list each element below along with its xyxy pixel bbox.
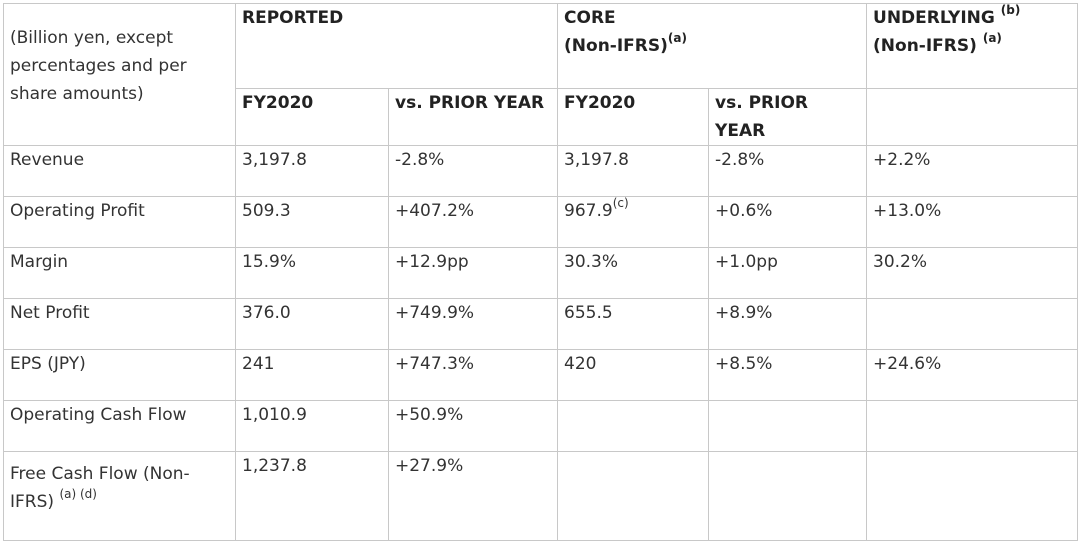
reported-vs-prior-value: +747.3% [387, 349, 559, 401]
core-fy2020-value: 30.3% [557, 247, 710, 299]
reported-fy2020-value: 376.0 [235, 298, 389, 350]
header-row-top: (Billion yen, except percentages and per… [3, 3, 1079, 146]
reported-fy2020-header: FY2020 [235, 88, 389, 146]
row-label: Net Profit [3, 298, 236, 350]
table-row: Net Profit 376.0 +749.9% 655.5 +8.9% [3, 298, 1079, 350]
core-vs-prior-value: -2.8% [708, 145, 868, 197]
underlying-empty [866, 451, 1079, 541]
core-fy2020-value: 3,197.8 [557, 145, 710, 197]
core-vs-prior-empty [708, 451, 868, 541]
underlying-title: UNDERLYING [873, 8, 995, 28]
table-row: Operating Cash Flow 1,010.9 +50.9% [3, 400, 1079, 452]
unit-note-cell: (Billion yen, except percentages and per… [3, 3, 236, 146]
underlying-value: +24.6% [866, 349, 1079, 401]
core-fy2020-value [557, 400, 710, 452]
footnote-a-d: (a) (d) [59, 487, 97, 502]
underlying-subtitle-note: (a) [982, 31, 1002, 46]
core-vs-prior-value: +8.5% [708, 349, 868, 401]
row-label: Operating Cash Flow [3, 400, 236, 452]
core-vs-prior-header: vs. PRIOR YEAR [708, 88, 868, 146]
core-title: CORE [564, 8, 616, 28]
core-vs-prior-value: +0.6% [708, 196, 868, 248]
reported-fy2020-value: 509.3 [235, 196, 389, 248]
financial-results-table: (Billion yen, except percentages and per… [3, 3, 1079, 541]
core-fy2020-value: 420 [557, 349, 710, 401]
reported-vs-prior-header: vs. PRIOR YEAR [387, 88, 559, 146]
unit-note: (Billion yen, except percentages and per… [10, 28, 187, 104]
underlying-subtitle: (Non-IFRS) [873, 36, 977, 56]
core-fy2020-value: 967.9(c) [557, 196, 710, 248]
reported-vs-prior-value: +407.2% [387, 196, 559, 248]
header-row-sub: FY2020 vs. PRIOR YEAR FY2020 vs. PRIOR Y… [4, 88, 1079, 146]
reported-fy2020-value: 1,010.9 [235, 400, 389, 452]
core-vs-prior-value [708, 400, 868, 452]
core-vs-prior-value: +1.0pp [708, 247, 868, 299]
row-label: Margin [3, 247, 236, 299]
table-row: Free Cash Flow (Non-IFRS) (a) (d) 1,237.… [3, 451, 1079, 541]
core-header: CORE (Non-IFRS)(a) [557, 3, 868, 89]
underlying-value: +13.0% [866, 196, 1079, 248]
reported-vs-prior-value: +12.9pp [387, 247, 559, 299]
core-subtitle: (Non-IFRS) [564, 36, 668, 56]
reported-fy2020-value: 3,197.8 [235, 145, 389, 197]
table-row: Operating Profit 509.3 +407.2% 967.9(c) … [3, 196, 1079, 248]
row-label: Operating Profit [3, 196, 236, 248]
row-label: Free Cash Flow (Non-IFRS) (a) (d) [3, 451, 236, 541]
reported-fy2020-value: 241 [235, 349, 389, 401]
table-row: Revenue 3,197.8 -2.8% 3,197.8 -2.8% +2.2… [3, 145, 1079, 197]
reported-fy2020-value: 15.9% [235, 247, 389, 299]
underlying-value: 30.2% [866, 247, 1079, 299]
footnote-c: (c) [612, 196, 629, 211]
reported-vs-prior-value: +749.9% [387, 298, 559, 350]
core-fy2020-header: FY2020 [557, 88, 710, 146]
core-fy2020-value: 655.5 [557, 298, 710, 350]
core-vs-prior-value: +8.9% [708, 298, 868, 350]
underlying-value [866, 298, 1079, 350]
underlying-value [866, 400, 1079, 452]
reported-header: REPORTED [234, 3, 559, 89]
reported-vs-prior-value: +27.9% [387, 451, 559, 541]
reported-fy2020-value: 1,237.8 [235, 451, 389, 541]
row-label: Revenue [3, 145, 236, 197]
underlying-value: +2.2% [866, 145, 1079, 197]
table-row: EPS (JPY) 241 +747.3% 420 +8.5% +24.6% [3, 349, 1079, 401]
core-subtitle-note: (a) [667, 31, 687, 46]
underlying-sub-empty [866, 88, 1079, 146]
underlying-note: (b) [1000, 3, 1021, 18]
reported-vs-prior-value: +50.9% [387, 400, 559, 452]
row-label: EPS (JPY) [3, 349, 236, 401]
table-row: Margin 15.9% +12.9pp 30.3% +1.0pp 30.2% [3, 247, 1079, 299]
reported-vs-prior-value: -2.8% [387, 145, 559, 197]
underlying-header: UNDERLYING (b) (Non-IFRS) (a) [866, 3, 1079, 89]
core-fy2020-empty [557, 451, 710, 541]
